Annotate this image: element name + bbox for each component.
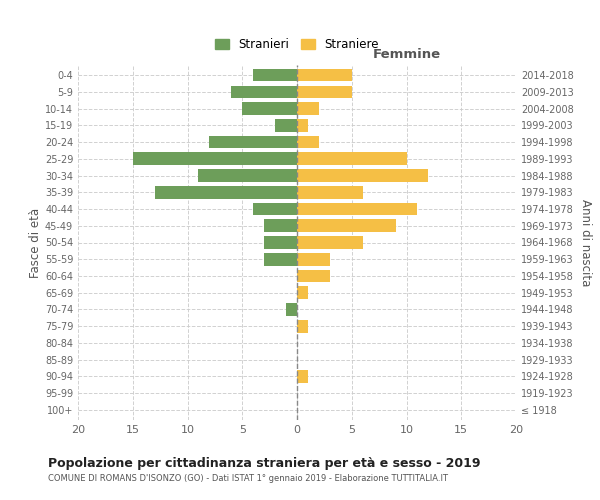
- Bar: [297, 119, 308, 132]
- Bar: [133, 152, 297, 165]
- Text: Femmine: Femmine: [373, 48, 440, 62]
- Bar: [297, 152, 407, 165]
- Bar: [209, 136, 297, 148]
- Bar: [253, 69, 297, 82]
- Y-axis label: Fasce di età: Fasce di età: [29, 208, 42, 278]
- Bar: [242, 102, 297, 115]
- Legend: Stranieri, Straniere: Stranieri, Straniere: [212, 36, 382, 53]
- Bar: [199, 169, 297, 182]
- Bar: [264, 253, 297, 266]
- Bar: [264, 236, 297, 249]
- Bar: [297, 370, 308, 382]
- Bar: [297, 253, 330, 266]
- Bar: [253, 202, 297, 215]
- Bar: [297, 169, 428, 182]
- Y-axis label: Anni di nascita: Anni di nascita: [579, 199, 592, 286]
- Text: COMUNE DI ROMANS D'ISONZO (GO) - Dati ISTAT 1° gennaio 2019 - Elaborazione TUTTI: COMUNE DI ROMANS D'ISONZO (GO) - Dati IS…: [48, 474, 448, 483]
- Bar: [297, 186, 362, 198]
- Bar: [297, 136, 319, 148]
- Bar: [297, 320, 308, 332]
- Text: Popolazione per cittadinanza straniera per età e sesso - 2019: Popolazione per cittadinanza straniera p…: [48, 458, 481, 470]
- Bar: [155, 186, 297, 198]
- Bar: [297, 220, 395, 232]
- Bar: [297, 86, 352, 98]
- Bar: [297, 102, 319, 115]
- Bar: [297, 69, 352, 82]
- Bar: [297, 202, 418, 215]
- Bar: [286, 303, 297, 316]
- Bar: [297, 286, 308, 299]
- Bar: [232, 86, 297, 98]
- Bar: [297, 236, 362, 249]
- Bar: [275, 119, 297, 132]
- Bar: [264, 220, 297, 232]
- Bar: [297, 270, 330, 282]
